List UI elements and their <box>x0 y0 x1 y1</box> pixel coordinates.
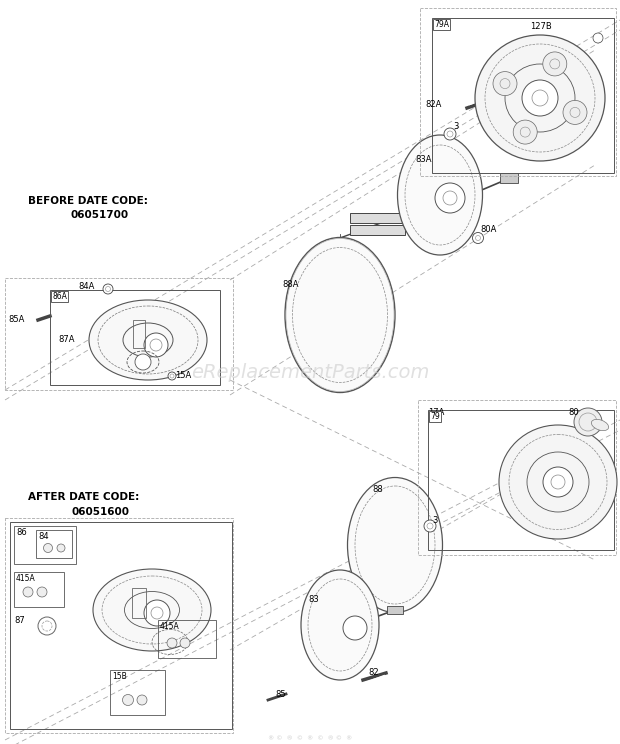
Text: 85A: 85A <box>8 315 24 324</box>
Bar <box>132 588 146 618</box>
Circle shape <box>135 354 151 370</box>
Bar <box>5 278 233 390</box>
Ellipse shape <box>93 569 211 651</box>
Circle shape <box>574 408 602 436</box>
Circle shape <box>23 587 33 597</box>
Bar <box>387 606 403 614</box>
Bar <box>133 320 145 348</box>
Text: 84A: 84A <box>78 282 94 291</box>
Bar <box>350 213 405 223</box>
Text: 88A: 88A <box>282 280 298 289</box>
Circle shape <box>43 544 53 553</box>
Circle shape <box>493 71 517 95</box>
Bar <box>500 173 518 183</box>
Circle shape <box>472 232 484 243</box>
Text: 84: 84 <box>38 532 48 541</box>
Bar <box>432 18 614 173</box>
Circle shape <box>444 128 456 140</box>
Text: 80: 80 <box>568 408 578 417</box>
Text: 79: 79 <box>430 412 440 421</box>
Text: 3: 3 <box>432 516 437 525</box>
Circle shape <box>435 183 465 213</box>
Bar <box>428 410 614 550</box>
Text: 86A: 86A <box>52 292 67 301</box>
Bar <box>418 400 616 555</box>
Ellipse shape <box>89 300 207 380</box>
Ellipse shape <box>475 35 605 161</box>
Text: ® ©  ®  ©  ®  ©  ® ©  ®: ® © ® © ® © ® © ® <box>268 736 352 740</box>
Text: 87: 87 <box>14 616 25 625</box>
Bar <box>420 8 616 176</box>
Text: 82A: 82A <box>425 100 441 109</box>
Bar <box>14 526 76 564</box>
Text: 3: 3 <box>453 122 458 131</box>
Text: 88: 88 <box>372 485 383 494</box>
Circle shape <box>563 100 587 124</box>
Circle shape <box>144 333 168 357</box>
Text: 415A: 415A <box>16 574 36 583</box>
Text: 83A: 83A <box>415 155 432 164</box>
Text: eReplacementParts.com: eReplacementParts.com <box>191 362 429 382</box>
Circle shape <box>522 80 558 116</box>
Bar <box>110 670 165 715</box>
Bar <box>158 620 216 658</box>
Bar <box>10 522 232 729</box>
Text: 87A: 87A <box>58 335 74 344</box>
Text: AFTER DATE CODE:: AFTER DATE CODE: <box>28 492 140 502</box>
Text: BEFORE DATE CODE:: BEFORE DATE CODE: <box>28 196 148 206</box>
Circle shape <box>543 467 573 497</box>
Circle shape <box>103 284 113 294</box>
Circle shape <box>37 587 47 597</box>
Bar <box>350 225 405 235</box>
Circle shape <box>424 520 436 532</box>
Text: 82: 82 <box>368 668 379 677</box>
Circle shape <box>593 33 603 43</box>
Ellipse shape <box>347 478 443 612</box>
Bar <box>36 530 72 558</box>
Bar <box>5 518 233 733</box>
Text: 83: 83 <box>308 595 319 604</box>
Text: 15B: 15B <box>112 672 126 681</box>
Circle shape <box>167 638 177 648</box>
Circle shape <box>38 617 56 635</box>
Ellipse shape <box>499 425 617 539</box>
Circle shape <box>180 638 190 648</box>
Text: 06051600: 06051600 <box>71 507 129 517</box>
Ellipse shape <box>591 420 609 431</box>
Circle shape <box>168 372 176 380</box>
Circle shape <box>542 52 567 76</box>
Text: 06051700: 06051700 <box>71 210 129 220</box>
Circle shape <box>343 616 367 640</box>
Ellipse shape <box>285 237 395 393</box>
Text: 79A: 79A <box>434 20 449 29</box>
Bar <box>14 572 64 607</box>
Text: 415A: 415A <box>160 622 180 631</box>
Text: 17A: 17A <box>428 408 445 417</box>
Text: 85: 85 <box>275 690 286 699</box>
Circle shape <box>144 600 170 626</box>
Circle shape <box>123 694 133 705</box>
Text: 86: 86 <box>16 528 27 537</box>
Circle shape <box>513 120 537 144</box>
Circle shape <box>137 695 147 705</box>
Ellipse shape <box>397 135 482 255</box>
Circle shape <box>57 544 65 552</box>
Ellipse shape <box>301 570 379 680</box>
Text: 80A: 80A <box>480 225 497 234</box>
Bar <box>50 290 220 385</box>
Text: 15A: 15A <box>175 371 191 380</box>
Text: 127B: 127B <box>530 22 552 31</box>
